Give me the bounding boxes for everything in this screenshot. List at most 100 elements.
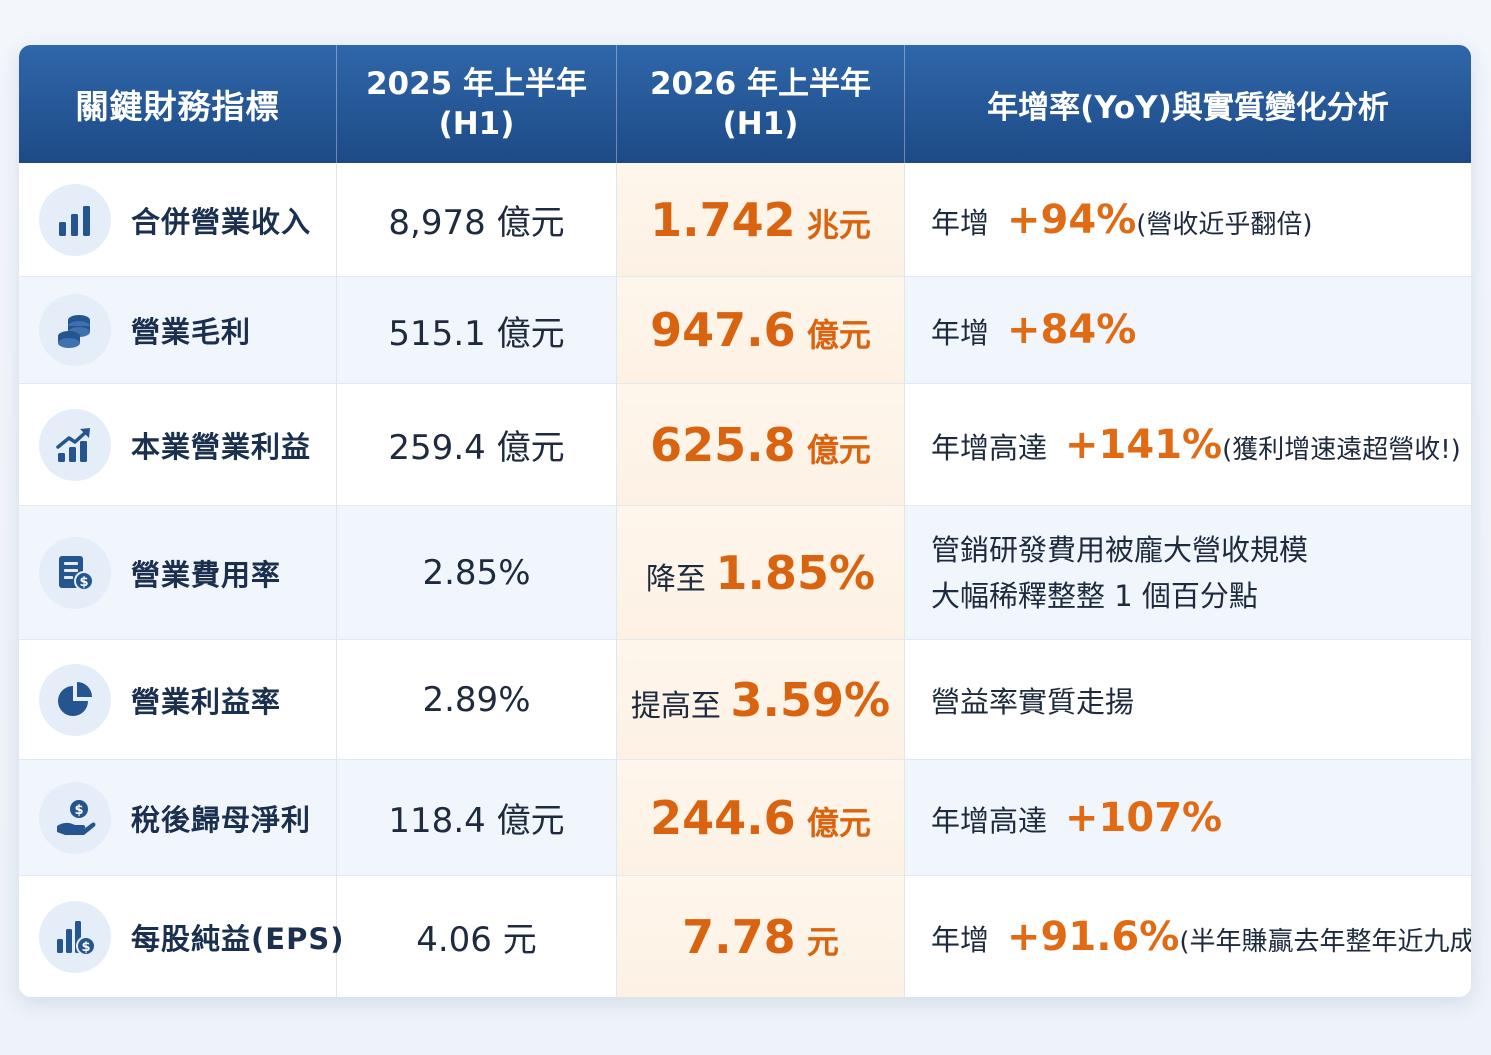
value-2026: 244.6 億元 — [650, 791, 871, 845]
value-2026-number: 244.6 — [650, 790, 796, 845]
analysis-text: 管銷研發費用被龐大營收規模 大幅稀釋整整 1 個百分點 — [931, 527, 1308, 619]
value-2026-cell: 625.8 億元 — [617, 384, 905, 505]
value-2025: 8,978 億元 — [388, 203, 565, 243]
value-2026-unit: 億元 — [795, 430, 871, 469]
analysis-label: 年增 — [931, 316, 990, 350]
metric-label: 稅後歸母淨利 — [131, 802, 312, 837]
table-header: 關鍵財務指標 2025 年上半年 (H1) 2026 年上半年 (H1) 年增率… — [19, 45, 1471, 163]
analysis-cell: 年增高達 +141%(獲利增速遠超營收!) — [905, 384, 1471, 505]
financial-table: 關鍵財務指標 2025 年上半年 (H1) 2026 年上半年 (H1) 年增率… — [19, 45, 1471, 997]
analysis-cell: 年增 +91.6%(半年賺贏去年整年近九成!) — [905, 876, 1471, 997]
metric-cell: $ 營業費用率 — [19, 506, 337, 639]
metric-label: 營業毛利 — [131, 315, 252, 349]
analysis-cell: 年增 +94%(營收近乎翻倍) — [905, 163, 1471, 276]
value-2025: 259.4 億元 — [388, 428, 565, 468]
header-2026-line1: 2026 年上半年 — [649, 66, 872, 102]
value-2025-cell: 515.1 億元 — [337, 277, 617, 383]
value-2026-number: 1.85% — [715, 545, 876, 600]
header-2025: 2025 年上半年 (H1) — [337, 45, 617, 163]
analysis-percent: +91.6% — [1007, 913, 1180, 960]
value-2025: 515.1 億元 — [388, 313, 565, 354]
value-2026: 7.78 元 — [682, 910, 839, 964]
analysis-cell: 年增 +84% — [905, 277, 1471, 383]
analysis-text: 年增高達 +141%(獲利增速遠超營收!) — [931, 422, 1461, 468]
value-2026-unit: 億元 — [795, 803, 871, 842]
header-2026: 2026 年上半年 (H1) — [617, 45, 905, 163]
header-2026-line2: (H1) — [722, 106, 799, 142]
pie-chart-icon — [39, 663, 111, 736]
analysis-line-1: 管銷研發費用被龐大營收規模 — [931, 532, 1309, 567]
analysis-text: 年增 +91.6%(半年賺贏去年整年近九成!) — [931, 914, 1471, 960]
value-2025: 4.06 元 — [416, 920, 537, 960]
value-2026-cell: 1.742 兆元 — [617, 163, 905, 276]
analysis-text: 營益率實質走揚 — [931, 684, 1135, 719]
value-2026-cell: 7.78 元 — [617, 876, 905, 997]
coin-stack-icon — [39, 294, 111, 366]
value-2026: 提高至 3.59% — [631, 673, 890, 727]
value-2026: 降至 1.85% — [646, 546, 875, 600]
value-2025-cell: 8,978 億元 — [337, 163, 617, 276]
header-2025-line2: (H1) — [438, 106, 515, 142]
analysis-line-2: 大幅稀釋整整 1 個百分點 — [931, 578, 1258, 613]
metric-cell: 合併營業收入 — [19, 163, 337, 276]
value-2026-number: 7.78 — [682, 909, 796, 964]
table-row: 營業利益率 2.89% 提高至 3.59% 營益率實質走揚 — [19, 640, 1471, 760]
analysis-note: (營收近乎翻倍) — [1136, 209, 1313, 240]
bar-chart-icon — [39, 183, 111, 256]
value-2026-number: 3.59% — [730, 672, 891, 727]
value-2025-cell: 118.4 億元 — [337, 760, 617, 875]
analysis-cell: 年增高達 +107% — [905, 760, 1471, 875]
value-2026-number: 1.742 — [650, 192, 796, 247]
analysis-percent: +107% — [1065, 794, 1223, 841]
value-2026: 625.8 億元 — [650, 418, 871, 472]
analysis-percent: +94% — [1007, 196, 1137, 243]
header-analysis: 年增率(YoY)與實質變化分析 — [987, 89, 1389, 126]
metric-label: 每股純益(EPS) — [131, 921, 345, 956]
table-row: $ 營業費用率 2.85% 降至 1.85% 管銷研發費用被龐大營收規模 大幅稀釋… — [19, 506, 1471, 640]
metric-label: 營業利益率 — [131, 684, 282, 719]
svg-text:$: $ — [79, 575, 88, 590]
value-2026-unit: 億元 — [795, 316, 871, 354]
value-2026-prefix: 提高至 — [630, 688, 731, 724]
svg-text:$: $ — [74, 803, 83, 818]
metric-cell: $ 每股純益(EPS) — [19, 876, 343, 997]
value-2025: 118.4 億元 — [388, 801, 565, 841]
analysis-cell: 營益率實質走揚 — [905, 640, 1471, 759]
header-2025-line1: 2025 年上半年 — [365, 66, 588, 102]
value-2025: 2.89% — [422, 679, 531, 720]
value-2025-cell: 2.85% — [337, 506, 617, 639]
analysis-percent: +141% — [1065, 421, 1223, 468]
value-2026-cell: 947.6 億元 — [617, 277, 905, 383]
value-2026-cell: 提高至 3.59% — [617, 640, 905, 759]
value-2025-cell: 4.06 元 — [337, 876, 617, 997]
metric-label: 合併營業收入 — [131, 204, 312, 239]
value-2026: 947.6 億元 — [650, 303, 871, 357]
value-2026: 1.742 兆元 — [650, 193, 871, 247]
analysis-percent: +84% — [1007, 307, 1137, 353]
table-row: $ 每股純益(EPS) 4.06 元 7.78 元 年增 +91.6%(半年賺贏去… — [19, 876, 1471, 997]
value-2026-unit: 兆元 — [795, 205, 871, 244]
expense-doc-icon: $ — [39, 536, 111, 609]
growth-chart-icon — [39, 408, 111, 481]
analysis-text: 年增高達 +107% — [931, 795, 1222, 841]
value-2025-cell: 259.4 億元 — [337, 384, 617, 505]
table-row: 本業營業利益 259.4 億元 625.8 億元 年增高達 +141%(獲利增速遠… — [19, 384, 1471, 506]
value-2025-cell: 2.89% — [337, 640, 617, 759]
table-row: 合併營業收入 8,978 億元 1.742 兆元 年增 +94%(營收近乎翻倍) — [19, 163, 1471, 277]
value-2026-unit: 元 — [795, 922, 839, 961]
value-2026-prefix: 降至 — [645, 561, 716, 597]
value-2026-cell: 降至 1.85% — [617, 506, 905, 639]
value-2025: 2.85% — [422, 552, 531, 593]
metric-label: 本業營業利益 — [131, 429, 312, 464]
svg-text:$: $ — [81, 940, 90, 955]
analysis-label: 年增 — [931, 205, 990, 240]
metric-label: 營業費用率 — [131, 557, 282, 592]
value-2026-number: 947.6 — [650, 303, 796, 357]
analysis-label: 年增高達 — [931, 803, 1048, 838]
metric-cell: 營業毛利 — [19, 277, 337, 383]
value-2026-cell: 244.6 億元 — [617, 760, 905, 875]
table-row: 營業毛利 515.1 億元 947.6 億元 年增 +84% — [19, 277, 1471, 384]
analysis-note: (獲利增速遠超營收!) — [1222, 434, 1461, 465]
metric-cell: 營業利益率 — [19, 640, 337, 759]
analysis-text: 年增 +94%(營收近乎翻倍) — [931, 197, 1313, 243]
